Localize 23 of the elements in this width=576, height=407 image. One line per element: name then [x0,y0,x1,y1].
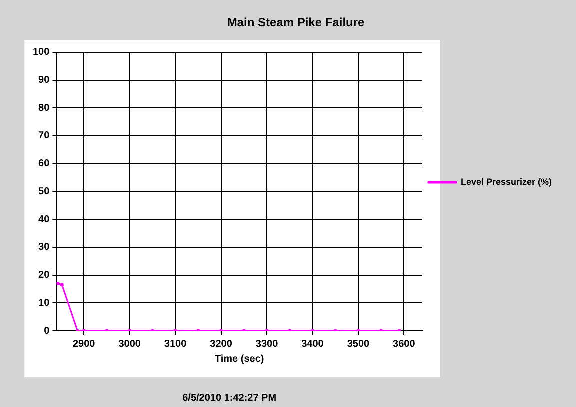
chart-title: Main Steam Pike Failure [227,16,366,30]
x-axis-title: Time (sec) [214,354,264,365]
y-tick-label: 70 [38,130,50,142]
x-tick-label: 2900 [72,338,96,350]
y-tick-label: 50 [38,186,50,198]
y-tick-label: 20 [38,270,50,282]
y-tick-label: 60 [38,158,50,170]
x-tick-label: 3500 [347,338,370,350]
y-tick-label: 90 [38,75,50,86]
x-tick-label: 3400 [302,338,324,350]
x-tick-label: 3000 [118,338,142,350]
legend-label: Level Pressurizer (%) [460,176,552,187]
x-tick-label: 3200 [210,338,233,350]
y-tick-label: 80 [38,102,50,114]
x-tick-label: 3100 [164,338,188,350]
y-tick-label: 10 [38,298,50,309]
x-tick-label: 3300 [256,338,279,350]
x-tick-label: 3600 [393,338,416,350]
y-tick-label: 0 [44,326,50,337]
y-tick-label: 30 [38,242,50,254]
text: 6/5/2010 1:42:27 PM [182,393,277,404]
y-tick-label: 100 [32,47,50,58]
y-tick-label: 40 [38,214,50,226]
